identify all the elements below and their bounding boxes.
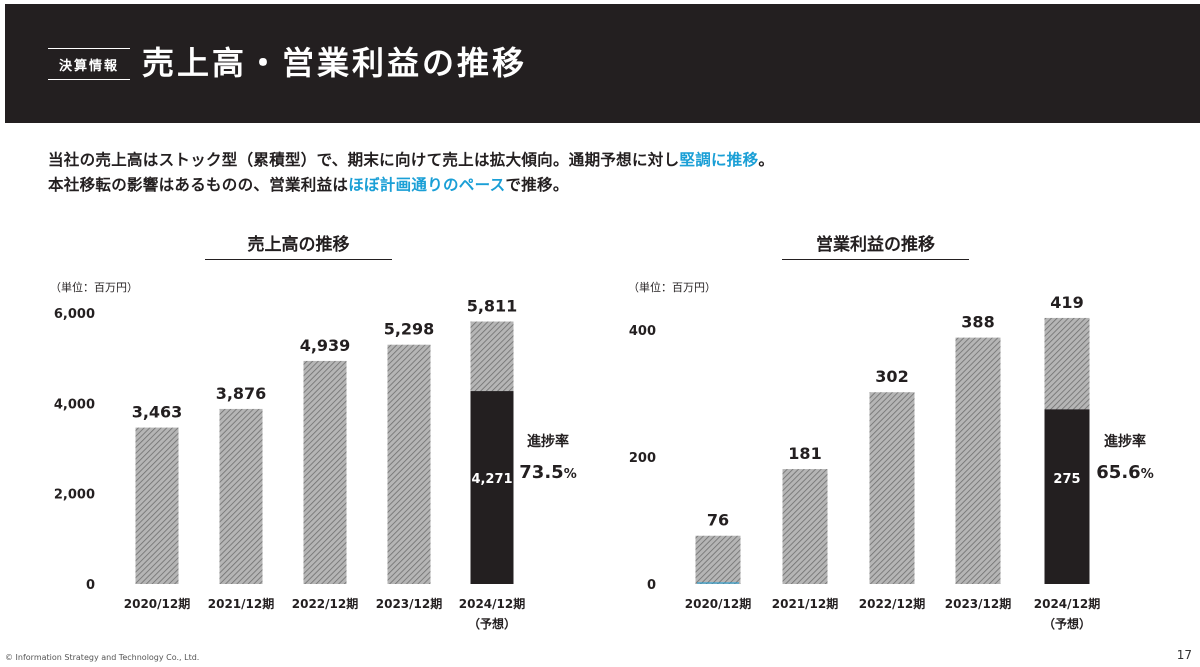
lead-highlight: ほぼ計画通りのペース: [348, 176, 506, 194]
sales-y-tick: 0: [86, 578, 95, 593]
page-title: 売上高・営業利益の推移: [142, 44, 528, 82]
profit-actual-bar: [1044, 409, 1090, 584]
sales-bar: [219, 408, 263, 584]
profit-value-label: 388: [961, 313, 994, 332]
page-number: 17: [1176, 648, 1192, 662]
profit-y-tick: 0: [647, 578, 656, 593]
profit-actual-label: 275: [1053, 472, 1080, 487]
sales-value-label: 3,463: [132, 403, 183, 422]
profit-x-tick: 2021/12期: [772, 596, 838, 611]
sales-value-label: 5,298: [384, 320, 435, 339]
profit-chart-title: 営業利益の推移: [782, 230, 969, 260]
profit-x-tick: 2023/12期: [945, 596, 1011, 611]
sales-actual-bar: [470, 391, 514, 584]
profit-progress-title: 進捗率: [1104, 433, 1146, 450]
sales-value-label: 4,939: [300, 336, 351, 355]
lead-text: 本社移転の影響はあるものの、営業利益は: [48, 176, 349, 194]
sales-unit: （単位：百万円）: [50, 281, 138, 294]
sales-chart-title: 売上高の推移: [205, 230, 392, 260]
profit-value-label: 419: [1050, 293, 1083, 312]
copyright: © Information Strategy and Technology Co…: [5, 653, 200, 662]
profit-bar: [695, 535, 741, 584]
lead-line-1: 当社の売上高はストック型（累積型）で、期末に向けて売上は拡大傾向。通期予想に対し…: [48, 148, 774, 170]
sales-y-tick: 6,000: [54, 307, 95, 322]
profit-x-tick: 2022/12期: [859, 596, 925, 611]
sales-actual-label: 4,271: [471, 472, 512, 487]
sales-bar: [135, 427, 179, 584]
profit-progress-unit: %: [1141, 467, 1154, 482]
sales-y-tick: 4,000: [54, 397, 95, 412]
lead-highlight: 堅調に推移: [679, 151, 759, 169]
sales-x-tick: 2023/12期: [376, 596, 442, 611]
sales-progress-unit: %: [564, 467, 577, 482]
sales-x-tick: 2020/12期: [124, 596, 190, 611]
profit-forecast-label: （予想）: [1043, 616, 1091, 631]
sales-progress-value: 73.5%: [519, 462, 576, 483]
sales-forecast-label: （予想）: [468, 616, 516, 631]
sales-value-label: 5,811: [467, 297, 518, 316]
sales-x-tick: 2024/12期: [459, 596, 525, 611]
profit-y-tick: 400: [629, 324, 656, 339]
lead-text: で推移。: [505, 176, 569, 194]
sales-value-label: 3,876: [216, 384, 267, 403]
profit-x-tick: 2024/12期: [1034, 596, 1100, 611]
lead-text: 。: [758, 151, 775, 169]
sales-bar: [303, 360, 347, 584]
profit-progress-value: 65.6%: [1096, 462, 1153, 483]
profit-y-tick: 200: [629, 451, 656, 466]
sales-y-tick: 2,000: [54, 488, 95, 503]
profit-x-tick: 2020/12期: [685, 596, 751, 611]
profit-unit: （単位：百万円）: [628, 281, 716, 294]
sales-progress-title: 進捗率: [527, 433, 569, 450]
profit-value-label: 302: [875, 367, 908, 386]
section-tag: 決算情報: [48, 48, 130, 80]
sales-bar: [387, 344, 431, 584]
lead-text: 当社の売上高はストック型（累積型）で、期末に向けて売上は拡大傾向。通期予想に対し: [48, 151, 680, 169]
profit-bar: [955, 337, 1001, 584]
profit-bar: [869, 392, 915, 584]
header-bar: [5, 4, 1200, 123]
sales-x-tick: 2021/12期: [208, 596, 274, 611]
profit-bar: [782, 469, 828, 584]
sales-x-tick: 2022/12期: [292, 596, 358, 611]
lead-line-2: 本社移転の影響はあるものの、営業利益はほぼ計画通りのペースで推移。: [48, 173, 569, 195]
profit-value-label: 76: [707, 511, 729, 530]
profit-value-label: 181: [788, 444, 821, 463]
